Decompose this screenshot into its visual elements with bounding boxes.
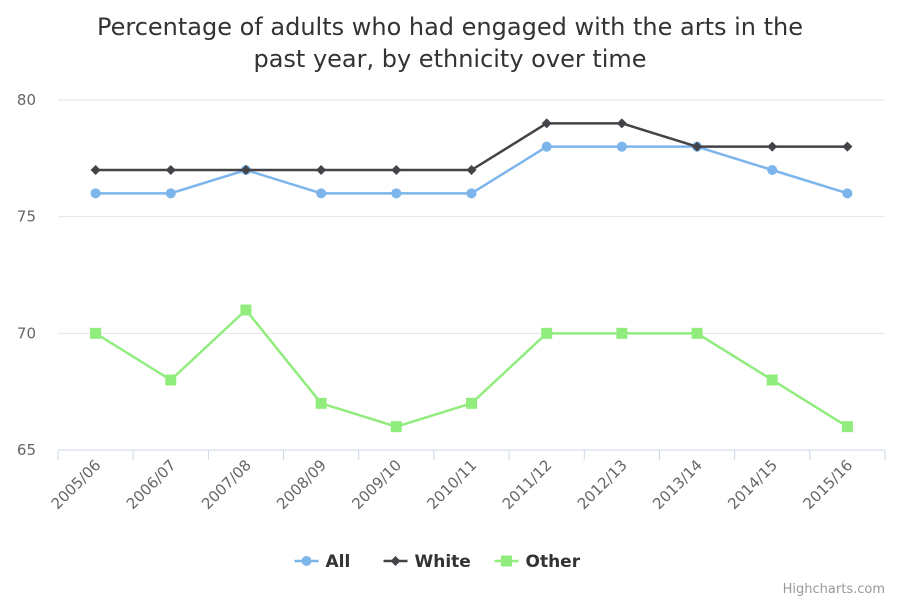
x-axis-labels: 2005/06 2006/07 2007/08 2008/09 2009/10 2010/…	[48, 456, 857, 513]
chart-title-line-2: past year, by ethnicity over time	[253, 45, 646, 73]
x-tick-label: 2015/16	[799, 456, 856, 513]
series-line-other[interactable]	[94, 308, 849, 428]
data-point-white[interactable]	[165, 165, 176, 175]
grid-lines	[58, 99, 885, 334]
chart-title-line-1: Percentage of adults who had engaged wit…	[97, 13, 803, 41]
chart-title: Percentage of adults who had engaged wit…	[97, 13, 803, 73]
data-point-other[interactable]	[165, 374, 177, 386]
data-point-all[interactable]	[842, 188, 853, 199]
legend-label: White	[415, 552, 471, 572]
data-point-all[interactable]	[767, 165, 778, 175]
data-point-other[interactable]	[240, 304, 252, 316]
x-tick-label: 2011/12	[499, 456, 556, 513]
series-layer	[90, 118, 853, 433]
legend-marker[interactable]	[301, 556, 312, 566]
x-tick-label: 2007/08	[198, 456, 255, 513]
data-point-other[interactable]	[90, 327, 102, 339]
data-point-white[interactable]	[316, 165, 327, 175]
y-tick-label: 80	[17, 91, 36, 109]
legend-item-white[interactable]: White	[383, 552, 471, 572]
data-point-all[interactable]	[316, 188, 327, 199]
series-other	[90, 304, 853, 433]
legend-marker[interactable]	[501, 555, 512, 567]
y-axis-labels: 65 70 75 80	[17, 91, 36, 459]
data-point-all[interactable]	[466, 188, 477, 199]
y-tick-label: 65	[17, 441, 36, 459]
credits-link[interactable]: Highcharts.com	[783, 582, 885, 597]
data-point-all[interactable]	[541, 141, 552, 152]
x-tick-label: 2006/07	[123, 456, 180, 513]
legend-item-other[interactable]: Other	[494, 552, 581, 572]
legend-label: All	[326, 552, 351, 572]
data-point-white[interactable]	[842, 141, 853, 152]
legend-marker[interactable]	[390, 556, 401, 566]
data-point-other[interactable]	[466, 397, 477, 409]
series-line-white[interactable]	[94, 122, 849, 172]
data-point-white[interactable]	[692, 141, 703, 152]
data-point-all[interactable]	[616, 141, 627, 152]
data-point-other[interactable]	[841, 421, 853, 433]
data-point-white[interactable]	[616, 118, 627, 129]
data-point-white[interactable]	[466, 165, 477, 175]
legend-label: Other	[526, 552, 581, 572]
y-tick-label: 70	[17, 324, 36, 342]
data-point-other[interactable]	[315, 397, 327, 409]
y-tick-label: 75	[17, 208, 36, 226]
x-tick-label: 2005/06	[48, 456, 105, 513]
data-point-white[interactable]	[767, 141, 778, 152]
x-tick-label: 2013/14	[649, 456, 706, 513]
data-point-white[interactable]	[90, 165, 101, 175]
data-point-all[interactable]	[165, 188, 176, 199]
data-point-other[interactable]	[766, 374, 778, 386]
data-point-white[interactable]	[541, 118, 552, 129]
x-axis	[57, 449, 886, 460]
legend: All White Other	[294, 552, 581, 572]
x-tick-label: 2008/09	[273, 456, 330, 513]
data-point-other[interactable]	[616, 327, 628, 339]
data-point-all[interactable]	[90, 188, 101, 199]
series-white	[90, 118, 853, 175]
data-point-other[interactable]	[691, 327, 703, 339]
x-tick-label: 2010/11	[424, 456, 481, 513]
x-tick-label: 2014/15	[724, 456, 781, 513]
x-tick-label: 2012/13	[574, 456, 631, 513]
data-point-other[interactable]	[390, 421, 402, 433]
x-tick-label: 2009/10	[348, 456, 405, 513]
data-point-other[interactable]	[541, 327, 553, 339]
legend-item-all[interactable]: All	[294, 552, 351, 572]
data-point-all[interactable]	[391, 188, 402, 199]
data-point-white[interactable]	[391, 165, 402, 175]
data-point-white[interactable]	[240, 165, 251, 175]
